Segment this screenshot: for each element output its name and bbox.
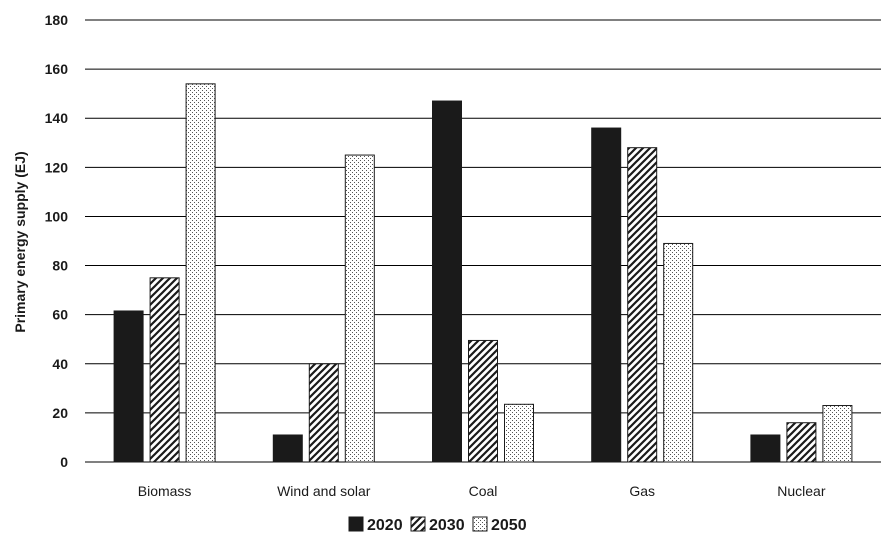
y-tick-label: 0 bbox=[60, 454, 68, 470]
x-category-label: Biomass bbox=[138, 483, 192, 499]
legend: 2020 2030 2050 bbox=[349, 517, 527, 533]
x-category-label: Wind and solar bbox=[277, 483, 371, 499]
bar-coal-2030 bbox=[469, 340, 498, 462]
bar-wind-and-solar-2050 bbox=[345, 155, 374, 462]
bar-nuclear-2020 bbox=[751, 435, 780, 462]
legend-item-2020: 2020 bbox=[349, 517, 403, 533]
x-axis-category-labels: Biomass Wind and solar Coal Gas Nuclear bbox=[138, 483, 826, 499]
legend-label: 2020 bbox=[367, 517, 403, 533]
bar-wind-and-solar-2020 bbox=[273, 435, 302, 462]
bar-nuclear-2050 bbox=[823, 406, 852, 462]
y-tick-label: 60 bbox=[52, 307, 68, 323]
bar-coal-2050 bbox=[505, 404, 534, 462]
bar-biomass-2030 bbox=[150, 278, 179, 462]
y-tick-label: 120 bbox=[45, 159, 69, 175]
bar-coal-2020 bbox=[433, 101, 462, 462]
bar-gas-2030 bbox=[628, 148, 657, 462]
y-tick-label: 140 bbox=[45, 110, 69, 126]
legend-label: 2050 bbox=[491, 517, 527, 533]
x-category-label: Coal bbox=[469, 483, 498, 499]
y-axis-tick-labels: 0 20 40 60 80 100 120 140 160 180 bbox=[45, 12, 69, 470]
bar-biomass-2050 bbox=[186, 84, 215, 462]
y-tick-label: 20 bbox=[52, 405, 68, 421]
y-tick-label: 40 bbox=[52, 356, 68, 372]
bar-wind-and-solar-2030 bbox=[309, 364, 338, 462]
y-axis-title: Primary energy supply (EJ) bbox=[12, 151, 28, 332]
legend-item-2030: 2030 bbox=[411, 517, 465, 533]
legend-item-2050: 2050 bbox=[473, 517, 527, 533]
bar-gas-2050 bbox=[664, 243, 693, 462]
legend-swatch bbox=[411, 517, 425, 531]
x-category-label: Nuclear bbox=[777, 483, 826, 499]
bar-biomass-2020 bbox=[114, 311, 143, 462]
bars bbox=[114, 84, 852, 462]
y-tick-label: 80 bbox=[52, 258, 68, 274]
y-tick-label: 180 bbox=[45, 12, 69, 28]
legend-label: 2030 bbox=[429, 517, 465, 533]
bar-nuclear-2030 bbox=[787, 423, 816, 462]
bar-gas-2020 bbox=[592, 128, 621, 462]
y-tick-label: 160 bbox=[45, 61, 69, 77]
y-tick-label: 100 bbox=[45, 208, 69, 224]
legend-swatch bbox=[349, 517, 363, 531]
legend-swatch bbox=[473, 517, 487, 531]
x-category-label: Gas bbox=[629, 483, 655, 499]
